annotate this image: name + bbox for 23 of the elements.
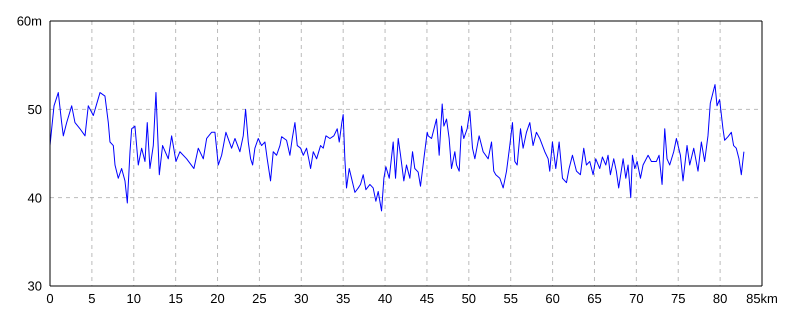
x-tick-label: 45 [420, 291, 434, 306]
y-tick-label: 40 [28, 190, 42, 206]
x-tick-label: 55 [503, 291, 518, 306]
y-tick-label: 60m [16, 14, 42, 29]
x-tick-label: 65 [587, 291, 602, 306]
x-tick-label: 70 [629, 291, 644, 306]
x-tick-label: 5 [88, 291, 96, 306]
x-tick-label: 85km [746, 291, 778, 306]
y-tick-label: 30 [28, 278, 42, 294]
x-tick-label: 50 [462, 291, 476, 306]
x-tick-label: 60 [545, 291, 560, 306]
x-tick-label: 15 [168, 291, 183, 306]
x-tick-label: 30 [294, 291, 309, 306]
x-tick-label: 35 [336, 291, 350, 306]
x-tick-label: 80 [712, 291, 728, 306]
y-tick-label: 50 [28, 102, 42, 117]
x-tick-label: 40 [378, 291, 392, 306]
line-series [50, 84, 744, 212]
x-tick-label: 10 [126, 291, 141, 306]
x-tick-label: 0 [46, 291, 54, 306]
x-tick-label: 75 [671, 291, 686, 306]
x-tick-label: 20 [210, 291, 225, 306]
x-tick-label: 25 [252, 291, 267, 306]
